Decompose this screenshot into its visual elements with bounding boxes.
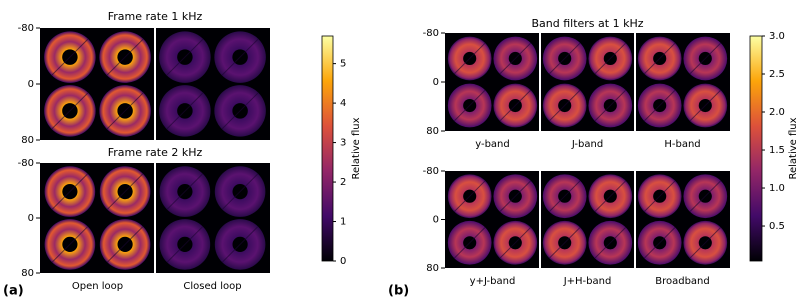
spider — [51, 38, 89, 76]
spider — [107, 226, 144, 263]
colorbar-tick-label: 3 — [340, 138, 346, 149]
column-label: J+H-band — [563, 276, 612, 287]
y-tick-label: -80 — [423, 166, 439, 177]
colorbar-tick-label: 3.0 — [769, 31, 785, 42]
spider — [454, 42, 486, 75]
spider — [499, 180, 531, 212]
column-label: y-band — [475, 139, 510, 150]
image-background — [445, 171, 730, 268]
spider — [549, 227, 581, 259]
spider — [107, 173, 144, 210]
spider — [644, 89, 676, 122]
y-tick-label: 80 — [426, 263, 439, 274]
colorbar-tick-label: 1.0 — [769, 183, 785, 194]
spider — [454, 180, 486, 212]
subplot-title: Frame rate 1 kHz — [108, 10, 203, 23]
colorbar-label: Relative flux — [788, 117, 799, 179]
spider — [454, 227, 486, 259]
spider — [222, 226, 259, 263]
colorbar-tick-label: 0.5 — [769, 221, 785, 232]
spider — [166, 38, 204, 76]
spider — [644, 180, 676, 212]
y-tick-label: -80 — [423, 28, 439, 39]
spider — [106, 38, 144, 76]
y-tick-label: 0 — [28, 213, 34, 224]
colorbar-tick-label: 1.5 — [769, 145, 785, 156]
subplot-title: Band filters at 1 kHz — [531, 17, 643, 30]
spider — [689, 42, 721, 75]
column-label: J-band — [571, 139, 603, 150]
spider — [106, 92, 144, 130]
spider — [499, 89, 531, 122]
image-background — [445, 33, 730, 131]
panel-label: (a) — [3, 284, 24, 299]
spider — [166, 92, 204, 130]
column-label: Broadband — [655, 276, 710, 287]
spider — [549, 180, 581, 212]
spider — [549, 89, 581, 122]
spider — [689, 89, 721, 122]
y-tick-label: 80 — [426, 126, 439, 137]
colorbar-tick-label: 2 — [340, 177, 346, 188]
spider — [499, 227, 531, 259]
spider — [51, 173, 88, 210]
y-tick-label: 0 — [433, 215, 439, 226]
column-label: Closed loop — [183, 281, 241, 292]
colorbar-tick-label: 4 — [340, 98, 346, 109]
colorbar-tick-label: 0 — [340, 256, 346, 267]
spider — [689, 180, 721, 212]
spider — [594, 227, 626, 259]
spider — [51, 92, 89, 130]
spider — [222, 173, 259, 210]
y-tick-label: 0 — [433, 77, 439, 88]
spider — [594, 89, 626, 122]
spider — [594, 180, 626, 212]
colorbar-tick-label: 5 — [340, 59, 346, 70]
panel-label: (b) — [388, 284, 409, 299]
spider — [549, 42, 581, 75]
spider — [644, 42, 676, 75]
colorbar-label: Relative flux — [351, 117, 362, 179]
column-label: y+J-band — [470, 276, 516, 287]
spider — [644, 227, 676, 259]
spider — [166, 173, 203, 210]
y-tick-label: -80 — [18, 23, 34, 34]
spider — [221, 92, 259, 130]
spider — [499, 42, 531, 75]
spider — [454, 89, 486, 122]
spider — [51, 226, 88, 263]
subplot-title: Frame rate 2 kHz — [108, 146, 203, 159]
spider — [594, 42, 626, 75]
colorbar-tick-label: 1 — [340, 217, 346, 228]
spider — [221, 38, 259, 76]
colorbar — [749, 35, 763, 262]
spider — [166, 226, 203, 263]
column-label: H-band — [664, 139, 700, 150]
column-label: Open loop — [72, 281, 123, 292]
colorbar — [321, 35, 334, 262]
colorbar-tick-label: 2.0 — [769, 107, 785, 118]
y-tick-label: 0 — [28, 79, 34, 90]
y-tick-label: -80 — [18, 158, 34, 169]
colorbar-tick-label: 2.5 — [769, 69, 785, 80]
spider — [689, 227, 721, 259]
y-tick-label: 80 — [21, 135, 34, 146]
y-tick-label: 80 — [21, 268, 34, 279]
